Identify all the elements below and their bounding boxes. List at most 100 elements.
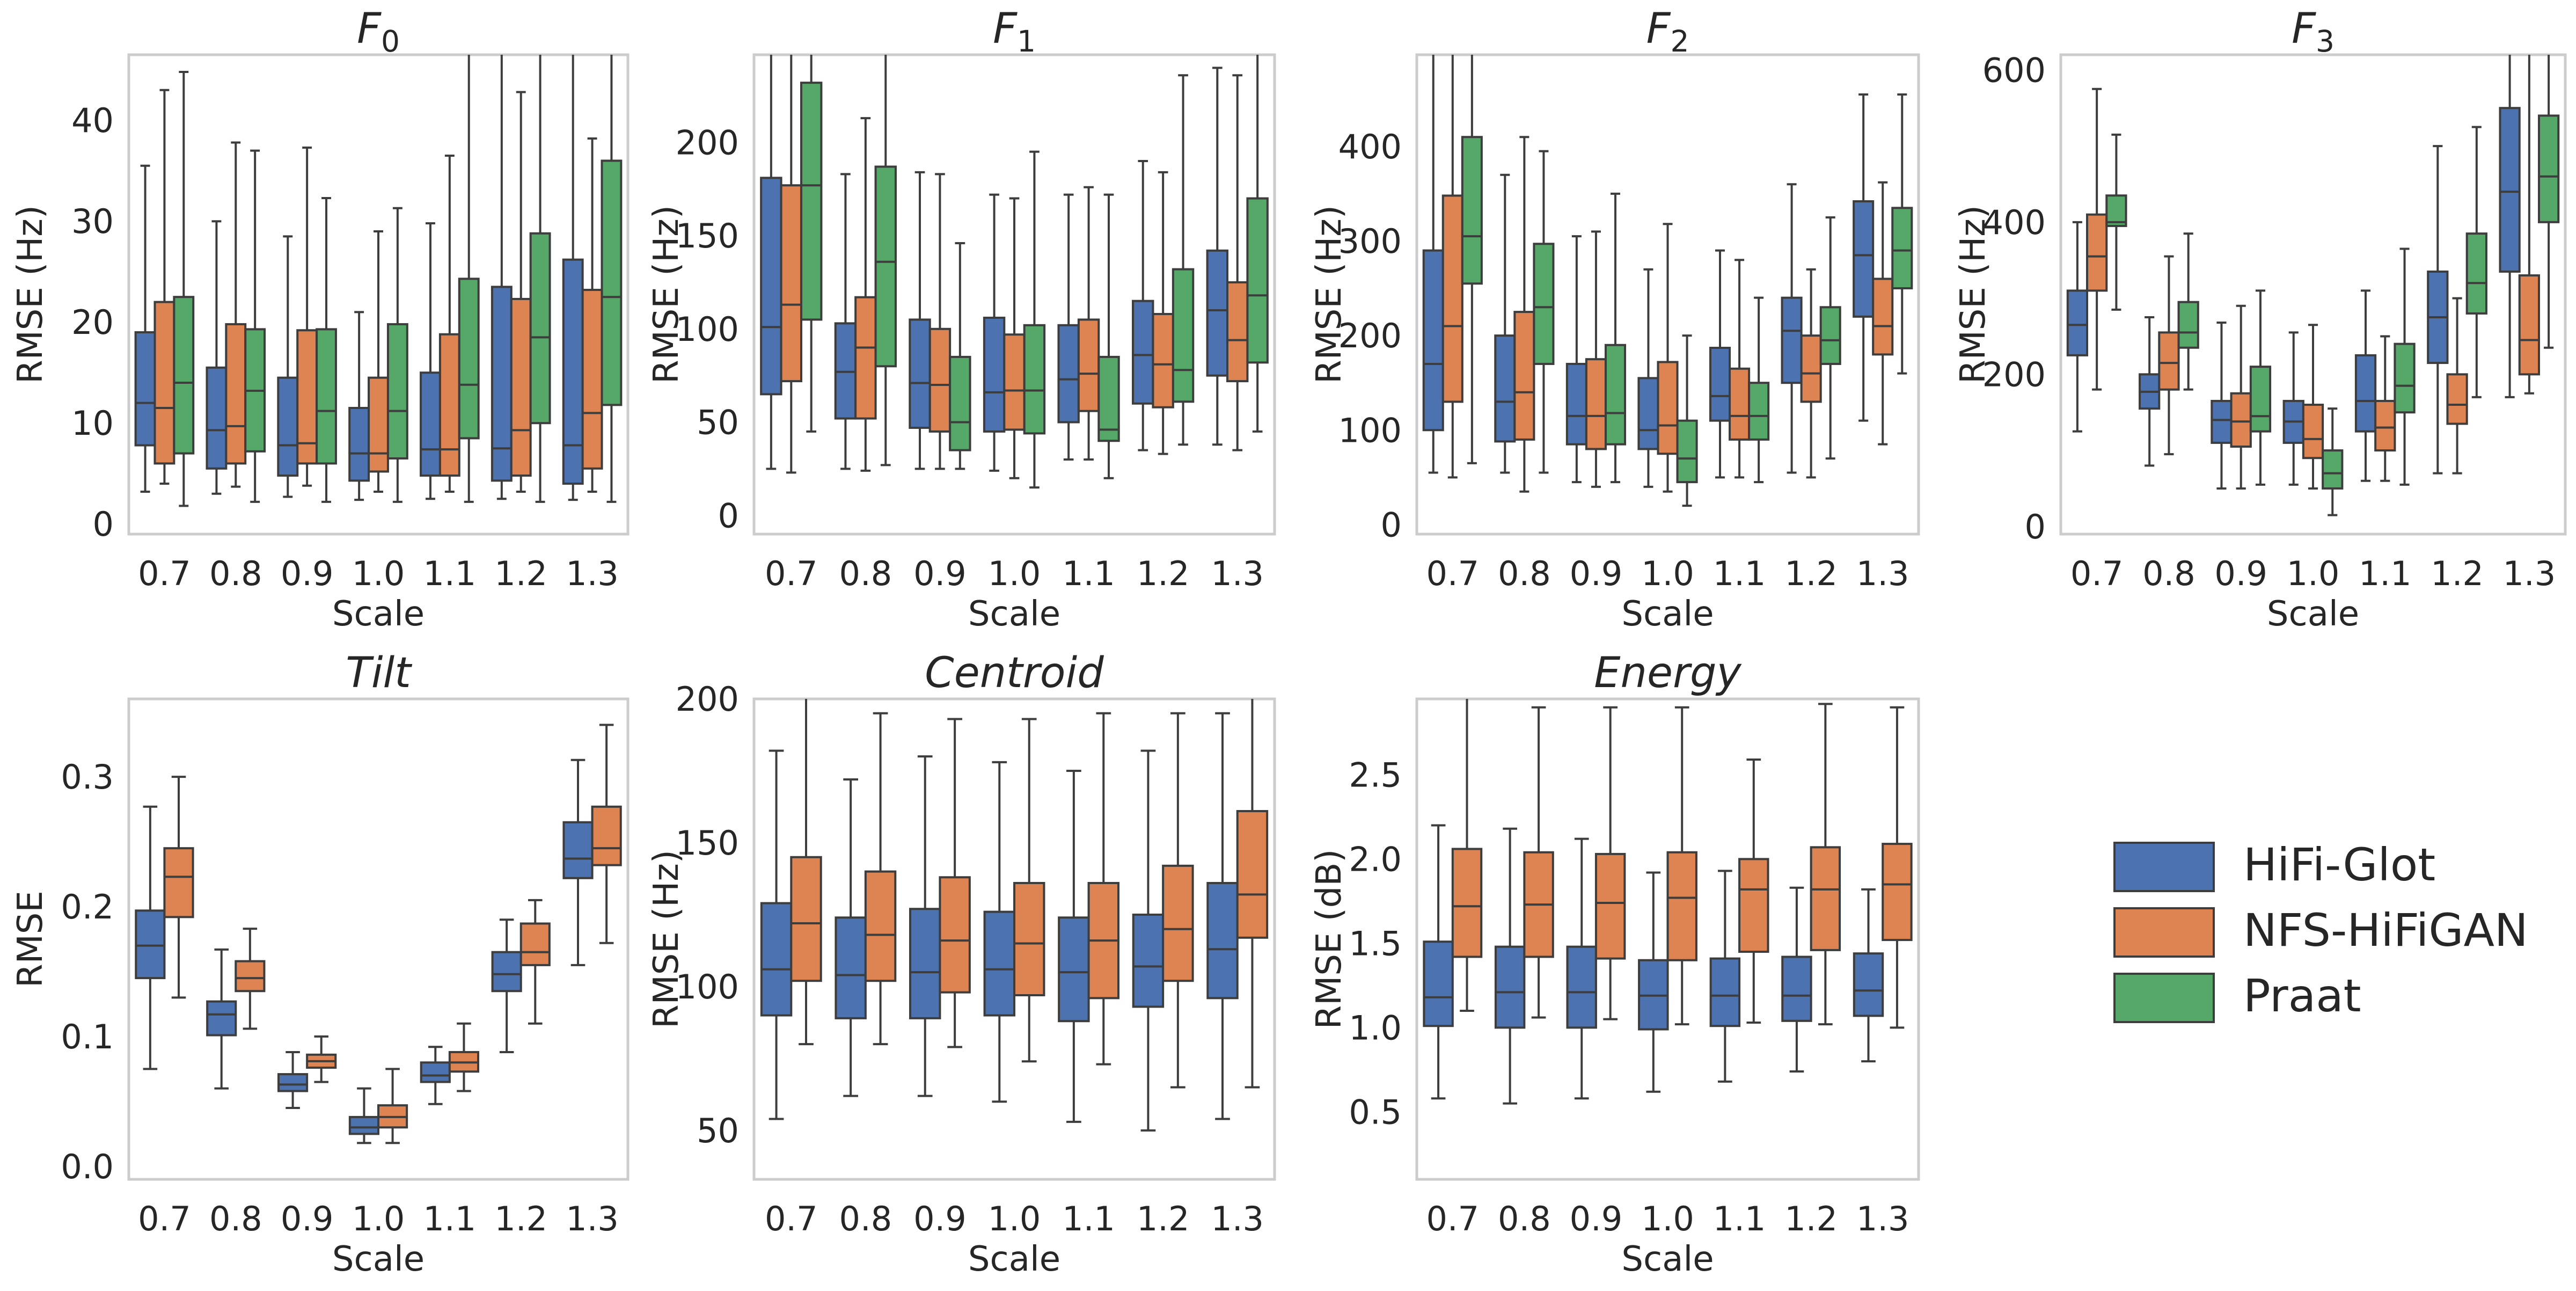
chart-energy-xtick-label: 1.0 — [1641, 1199, 1694, 1238]
legend-swatch — [2113, 842, 2215, 892]
chart-f0-box — [510, 297, 532, 477]
chart-centroid-box — [1236, 810, 1269, 939]
chart-f2-box — [1441, 194, 1463, 403]
chart-f1-ytick-label: 0 — [718, 496, 739, 535]
chart-f3-ytick-label: 0 — [2025, 507, 2046, 546]
chart-f0-ytick-label: 30 — [71, 202, 114, 241]
legend-label: HiFi-Glot — [2243, 838, 2435, 891]
chart-f2-ytick-label: 0 — [1381, 505, 1402, 544]
chart-f0-xtick-label: 0.9 — [281, 554, 334, 593]
chart-f2-xtick-label: 1.2 — [1784, 554, 1838, 593]
chart-centroid-box — [1206, 881, 1239, 1000]
chart-f1-box — [800, 82, 823, 321]
chart-f3-box — [2354, 354, 2377, 433]
chart-centroid-xtick-label: 1.3 — [1211, 1199, 1264, 1238]
chart-energy-box — [1781, 956, 1812, 1022]
chart-f0-title: F0 — [357, 5, 400, 59]
chart-f2-xlabel: Scale — [1621, 594, 1714, 634]
chart-tilt-box — [277, 1073, 309, 1092]
chart-f3-xtick-label: 0.8 — [2142, 554, 2196, 593]
chart-tilt-box — [135, 909, 166, 980]
chart-energy-ytick-label: 0.5 — [1349, 1092, 1402, 1132]
chart-f3-xtick-label: 1.1 — [2359, 554, 2412, 593]
chart-energy-box — [1810, 846, 1841, 951]
chart-centroid-xtick-label: 1.0 — [988, 1199, 1041, 1238]
chart-f1-box — [1003, 333, 1026, 431]
chart-f2-ytick-label: 100 — [1338, 411, 1402, 450]
chart-f2-box — [1533, 243, 1555, 365]
chart-centroid-ylabel: RMSE (Hz) — [647, 850, 686, 1029]
chart-f3-title: F3 — [2292, 5, 2334, 59]
chart-f3-box — [2374, 399, 2396, 452]
chart-centroid-xtick-label: 1.1 — [1062, 1199, 1115, 1238]
chart-f3-box — [2105, 194, 2127, 227]
chart-f0-ylabel: RMSE (Hz) — [11, 205, 50, 384]
chart-f1-box — [1172, 268, 1195, 403]
legend-swatch — [2113, 973, 2215, 1023]
chart-energy-box — [1594, 852, 1626, 960]
chart-tilt-ytick-label: 0.0 — [61, 1147, 114, 1186]
chart-tilt-xtick-label: 1.2 — [494, 1199, 547, 1238]
chart-f1-box — [1152, 312, 1174, 409]
chart-f3-ylabel: RMSE (Hz) — [1953, 205, 1993, 384]
chart-centroid-xtick-label: 0.9 — [913, 1199, 967, 1238]
chart-centroid-box — [835, 916, 867, 1019]
chart-f0-box — [153, 301, 175, 465]
chart-f1-box — [1246, 197, 1269, 364]
chart-tilt-xlabel: Scale — [332, 1239, 425, 1279]
chart-f2-box — [1461, 136, 1483, 285]
chart-f1-box — [874, 165, 897, 368]
chart-f1-title: F1 — [993, 5, 1036, 59]
chart-f0-box — [277, 376, 299, 477]
chart-f1-box — [1226, 281, 1249, 383]
chart-f2-box — [1565, 362, 1587, 446]
chart-f2-ytick-label: 300 — [1338, 222, 1402, 261]
chart-f0-ytick-label: 10 — [71, 404, 114, 443]
legend-label: NFS-HiFiGAN — [2243, 904, 2528, 957]
chart-centroid-box — [864, 870, 897, 982]
chart-f1-ytick-label: 50 — [697, 403, 739, 442]
chart-f1-box — [1057, 324, 1080, 424]
chart-f0-box — [420, 371, 441, 477]
chart-f1-xtick-label: 1.0 — [988, 554, 1041, 593]
chart-f1-ytick-label: 200 — [676, 123, 739, 162]
chart-centroid-box — [983, 910, 1015, 1017]
chart-tilt-xtick-label: 1.3 — [566, 1199, 619, 1238]
chart-centroid-box — [1162, 864, 1194, 982]
chart-f0-xlabel: Scale — [332, 594, 425, 634]
chart-tilt-box — [348, 1115, 379, 1135]
chart-f1-box — [1097, 355, 1120, 442]
chart-f1-box — [983, 316, 1006, 433]
chart-f0-box — [348, 407, 370, 482]
chart-tilt-xtick-label: 0.8 — [209, 1199, 262, 1238]
chart-f0-box — [458, 278, 480, 440]
chart-f3-xtick-label: 0.9 — [2214, 554, 2267, 593]
chart-f3-ytick-label: 400 — [1982, 203, 2046, 242]
legend-swatch — [2113, 907, 2215, 958]
chart-f2-title: F2 — [1646, 5, 1689, 59]
chart-f3-box — [2302, 404, 2324, 459]
chart-f2-xtick-label: 0.9 — [1570, 554, 1623, 593]
chart-f3-box — [2066, 289, 2089, 356]
chart-f2-box — [1657, 361, 1679, 455]
chart-f1-box — [949, 355, 971, 451]
chart-f1-box — [1132, 300, 1154, 405]
chart-energy-xtick-label: 0.7 — [1426, 1199, 1479, 1238]
chart-f0-box — [316, 328, 337, 465]
chart-energy-xtick-label: 1.2 — [1784, 1199, 1838, 1238]
chart-f2-box — [1604, 344, 1627, 446]
chart-f1-xtick-label: 0.7 — [765, 554, 818, 593]
chart-f2-xtick-label: 1.0 — [1641, 554, 1694, 593]
chart-f0-box — [173, 296, 195, 455]
chart-energy-title: Energy — [1594, 649, 1742, 697]
chart-f2-box — [1748, 382, 1770, 441]
chart-f0-box — [529, 232, 551, 425]
chart-tilt-xtick-label: 0.9 — [281, 1199, 334, 1238]
chart-f2-box — [1422, 249, 1444, 432]
chart-f3-ytick-label: 200 — [1982, 355, 2046, 394]
chart-tilt-xtick-label: 1.1 — [423, 1199, 477, 1238]
chart-f2-ytick-label: 400 — [1338, 127, 1402, 166]
chart-f2-box — [1853, 200, 1875, 318]
